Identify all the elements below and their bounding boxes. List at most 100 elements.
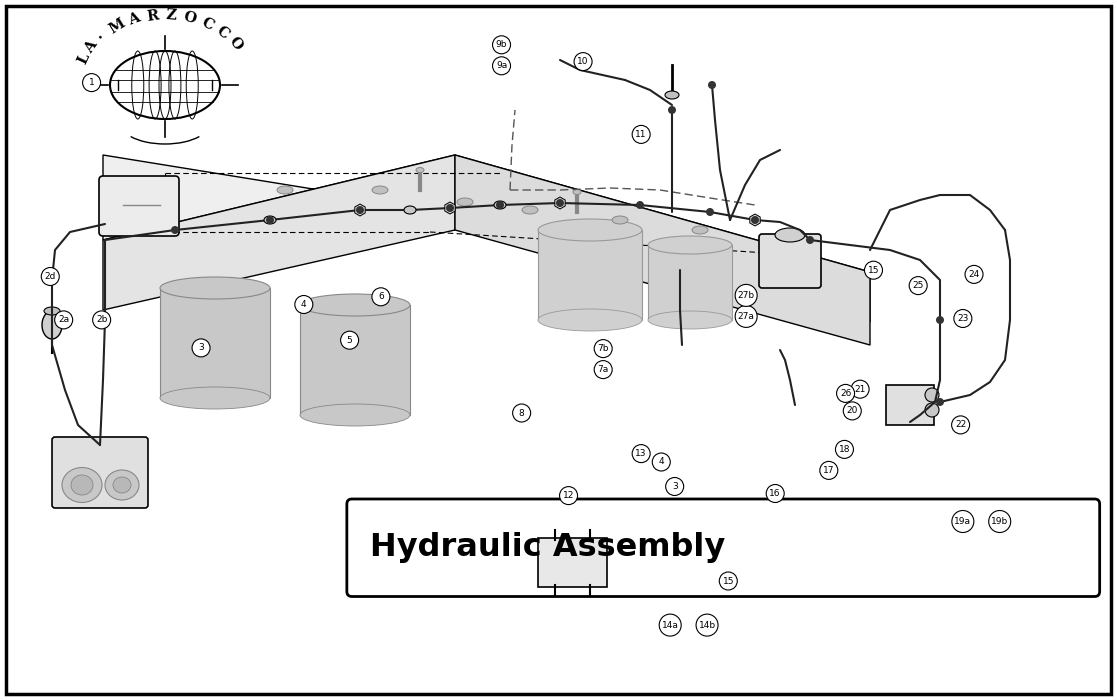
Text: 14a: 14a: [661, 621, 679, 629]
Circle shape: [574, 52, 592, 71]
Ellipse shape: [665, 91, 679, 99]
Polygon shape: [648, 245, 732, 320]
Polygon shape: [555, 197, 565, 209]
Text: 4: 4: [300, 300, 307, 309]
Circle shape: [556, 199, 564, 207]
Text: 14b: 14b: [698, 621, 716, 629]
Ellipse shape: [457, 198, 472, 206]
Text: 21: 21: [855, 385, 866, 393]
Ellipse shape: [416, 167, 424, 172]
Circle shape: [865, 261, 882, 279]
Ellipse shape: [71, 475, 93, 495]
Circle shape: [295, 295, 313, 314]
Text: 2a: 2a: [58, 316, 69, 324]
Circle shape: [446, 204, 454, 212]
FancyBboxPatch shape: [538, 538, 607, 587]
Circle shape: [171, 226, 179, 234]
Circle shape: [341, 331, 359, 349]
Text: 15: 15: [868, 266, 879, 274]
Circle shape: [83, 74, 101, 92]
FancyBboxPatch shape: [52, 437, 147, 508]
Text: 25: 25: [913, 281, 924, 290]
Text: 19b: 19b: [991, 517, 1009, 526]
Ellipse shape: [775, 228, 805, 242]
Text: 19a: 19a: [954, 517, 972, 526]
Circle shape: [989, 510, 1011, 533]
Circle shape: [706, 208, 714, 216]
FancyBboxPatch shape: [758, 234, 821, 288]
FancyBboxPatch shape: [886, 385, 934, 425]
Circle shape: [751, 216, 758, 224]
Polygon shape: [300, 305, 410, 415]
Circle shape: [594, 360, 612, 379]
Text: ·: ·: [95, 30, 108, 43]
Text: 3: 3: [198, 344, 204, 352]
Text: L: L: [75, 50, 92, 66]
Ellipse shape: [300, 404, 410, 426]
Text: 7b: 7b: [598, 344, 609, 353]
Ellipse shape: [494, 201, 506, 209]
Ellipse shape: [612, 216, 628, 224]
Text: 6: 6: [378, 293, 384, 301]
Polygon shape: [103, 155, 455, 310]
Text: 13: 13: [636, 449, 647, 458]
Text: M: M: [107, 16, 128, 36]
Ellipse shape: [109, 51, 220, 119]
Circle shape: [93, 311, 111, 329]
Ellipse shape: [160, 277, 270, 299]
Circle shape: [909, 276, 927, 295]
Circle shape: [952, 510, 974, 533]
Text: 7a: 7a: [598, 365, 609, 374]
Circle shape: [666, 477, 684, 496]
Ellipse shape: [113, 477, 131, 493]
Circle shape: [696, 614, 718, 636]
Circle shape: [493, 36, 510, 54]
Circle shape: [925, 403, 939, 417]
Text: 16: 16: [770, 489, 781, 498]
Ellipse shape: [264, 216, 276, 224]
Text: 4: 4: [658, 458, 665, 466]
Text: 1: 1: [88, 78, 95, 87]
FancyBboxPatch shape: [347, 499, 1099, 596]
Circle shape: [806, 236, 814, 244]
Text: 27b: 27b: [737, 291, 755, 300]
Text: 10: 10: [577, 57, 589, 66]
Ellipse shape: [522, 206, 538, 214]
Text: 8: 8: [518, 409, 525, 417]
Text: 27a: 27a: [737, 312, 755, 321]
Circle shape: [41, 267, 59, 286]
Circle shape: [952, 416, 970, 434]
Ellipse shape: [300, 294, 410, 316]
Polygon shape: [355, 204, 365, 216]
Polygon shape: [445, 202, 456, 214]
Text: C: C: [199, 15, 216, 33]
Text: 9a: 9a: [496, 62, 507, 70]
Circle shape: [936, 398, 944, 406]
Circle shape: [965, 265, 983, 284]
Ellipse shape: [372, 186, 388, 194]
Text: 9b: 9b: [496, 41, 507, 49]
Text: 12: 12: [563, 491, 574, 500]
Circle shape: [496, 201, 504, 209]
Text: 22: 22: [955, 421, 966, 429]
Circle shape: [594, 340, 612, 358]
Text: 2d: 2d: [45, 272, 56, 281]
Circle shape: [719, 572, 737, 590]
Text: 3: 3: [671, 482, 678, 491]
Circle shape: [266, 216, 274, 224]
Circle shape: [836, 440, 853, 458]
Polygon shape: [455, 155, 870, 345]
Circle shape: [843, 402, 861, 420]
Text: A: A: [126, 11, 142, 28]
Circle shape: [735, 305, 757, 328]
Ellipse shape: [277, 186, 293, 194]
Text: 20: 20: [847, 407, 858, 415]
Ellipse shape: [648, 311, 732, 329]
Text: Z: Z: [165, 8, 178, 22]
Polygon shape: [750, 214, 761, 226]
Text: C: C: [213, 23, 232, 41]
Ellipse shape: [573, 190, 581, 195]
FancyBboxPatch shape: [99, 176, 179, 236]
Circle shape: [356, 206, 364, 214]
Circle shape: [493, 57, 510, 75]
